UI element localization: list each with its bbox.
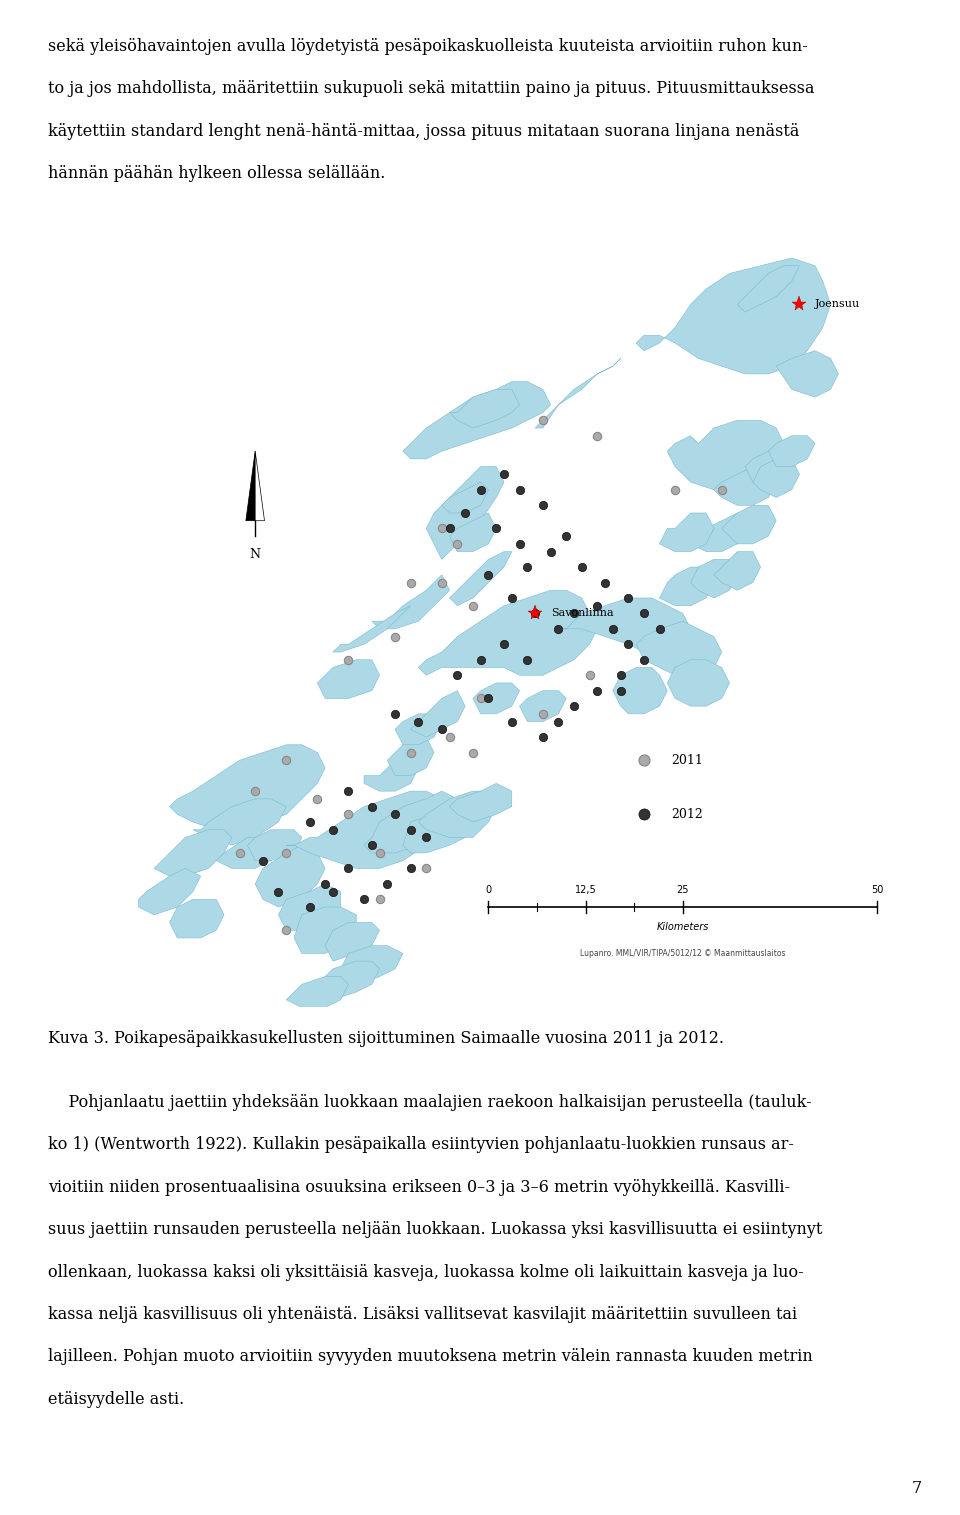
Text: suus jaettiin runsauden perusteella neljään luokkaan. Luokassa yksi kasvillisuut: suus jaettiin runsauden perusteella nelj… [48,1221,823,1238]
Polygon shape [419,791,496,838]
Polygon shape [388,738,434,776]
Text: 7: 7 [911,1480,922,1497]
Text: 2012: 2012 [671,807,703,821]
Polygon shape [449,783,512,823]
Polygon shape [341,945,403,985]
Text: vioitiin niiden prosentuaalisina osuuksina erikseen 0–3 ja 3–6 metrin vyöhykkeil: vioitiin niiden prosentuaalisina osuuksi… [48,1179,790,1195]
Polygon shape [660,514,714,551]
Polygon shape [255,451,265,521]
Polygon shape [777,351,838,397]
Polygon shape [449,514,496,551]
Text: 0: 0 [486,885,492,895]
Polygon shape [286,791,449,868]
Polygon shape [294,907,356,953]
Text: Savonlinna: Savonlinna [551,609,613,618]
Polygon shape [442,482,489,514]
Polygon shape [138,868,201,915]
Text: ko 1) (Wentworth 1922). Kullakin pesäpaikalla esiintyvien pohjanlaatu-luokkien r: ko 1) (Wentworth 1922). Kullakin pesäpai… [48,1136,794,1153]
Polygon shape [690,559,737,598]
Polygon shape [325,923,379,961]
Polygon shape [419,591,597,676]
Text: Joensuu: Joensuu [815,300,860,309]
Polygon shape [372,574,449,629]
Polygon shape [449,389,519,427]
Polygon shape [636,621,722,676]
Polygon shape [403,382,551,459]
Text: ollenkaan, luokassa kaksi oli yksittäisiä kasveja, luokassa kolme oli laikuittai: ollenkaan, luokassa kaksi oli yksittäisi… [48,1264,804,1280]
Text: käytettiin standard lenght nenä-häntä-mittaa, jossa pituus mitataan suorana linj: käytettiin standard lenght nenä-häntä-mi… [48,123,800,139]
Polygon shape [714,467,777,506]
Text: sekä yleisöhavaintojen avulla löydetyistä pesäpoikaskuolleista kuuteista arvioit: sekä yleisöhavaintojen avulla löydetyist… [48,38,807,55]
Polygon shape [318,661,379,698]
Polygon shape [333,606,411,651]
Polygon shape [535,359,621,427]
Text: Lupanro. MML/VIR/TIPA/5012/12 © Maanmittauslaitos: Lupanro. MML/VIR/TIPA/5012/12 © Maanmitt… [580,948,785,957]
Text: etäisyydelle asti.: etäisyydelle asti. [48,1391,184,1407]
Polygon shape [286,977,348,1007]
Text: N: N [250,548,261,561]
Polygon shape [246,451,255,521]
Text: hännän päähän hylkeen ollessa selällään.: hännän päähän hylkeen ollessa selällään. [48,165,385,182]
Polygon shape [722,506,777,544]
Text: to ja jos mahdollista, määritettiin sukupuoli sekä mitattiin paino ja pituus. Pi: to ja jos mahdollista, määritettiin suku… [48,80,814,97]
Polygon shape [660,567,714,606]
Polygon shape [753,459,800,497]
Polygon shape [255,845,325,907]
Polygon shape [403,815,466,853]
Text: Kuva 3. Poikapesäpaikkasukellusten sijoittuminen Saimaalle vuosina 2011 ja 2012.: Kuva 3. Poikapesäpaikkasukellusten sijoi… [48,1030,724,1047]
Polygon shape [559,598,690,651]
Polygon shape [426,467,504,559]
Polygon shape [519,691,566,721]
Polygon shape [612,668,667,714]
Text: 2011: 2011 [671,754,703,767]
Polygon shape [364,791,457,853]
Text: 25: 25 [677,885,689,895]
Polygon shape [667,420,784,489]
Polygon shape [364,753,419,791]
Polygon shape [690,514,745,551]
Polygon shape [411,691,466,738]
Polygon shape [667,661,730,706]
Text: Pohjanlaatu jaettiin yhdeksään luokkaan maalajien raekoon halkaisijan perusteell: Pohjanlaatu jaettiin yhdeksään luokkaan … [48,1094,811,1110]
Polygon shape [396,714,442,745]
Polygon shape [216,838,278,868]
Polygon shape [768,436,815,467]
Polygon shape [449,551,512,606]
Polygon shape [737,265,800,312]
Polygon shape [473,683,519,714]
Polygon shape [278,883,341,930]
Text: Kilometers: Kilometers [657,923,709,933]
Polygon shape [170,745,325,830]
Text: lajilleen. Pohjan muoto arvioitiin syvyyden muutoksena metrin välein rannasta ku: lajilleen. Pohjan muoto arvioitiin syvyy… [48,1348,813,1365]
Text: 12,5: 12,5 [575,885,596,895]
Text: 50: 50 [871,885,883,895]
Polygon shape [714,551,760,591]
Polygon shape [170,900,224,938]
Polygon shape [154,830,232,876]
Text: kassa neljä kasvillisuus oli yhtenäistä. Lisäksi vallitsevat kasvilajit määritet: kassa neljä kasvillisuus oli yhtenäistä.… [48,1306,797,1323]
Polygon shape [318,961,379,1000]
Polygon shape [193,798,286,845]
Polygon shape [636,258,830,374]
Polygon shape [248,830,301,861]
Polygon shape [745,451,792,489]
